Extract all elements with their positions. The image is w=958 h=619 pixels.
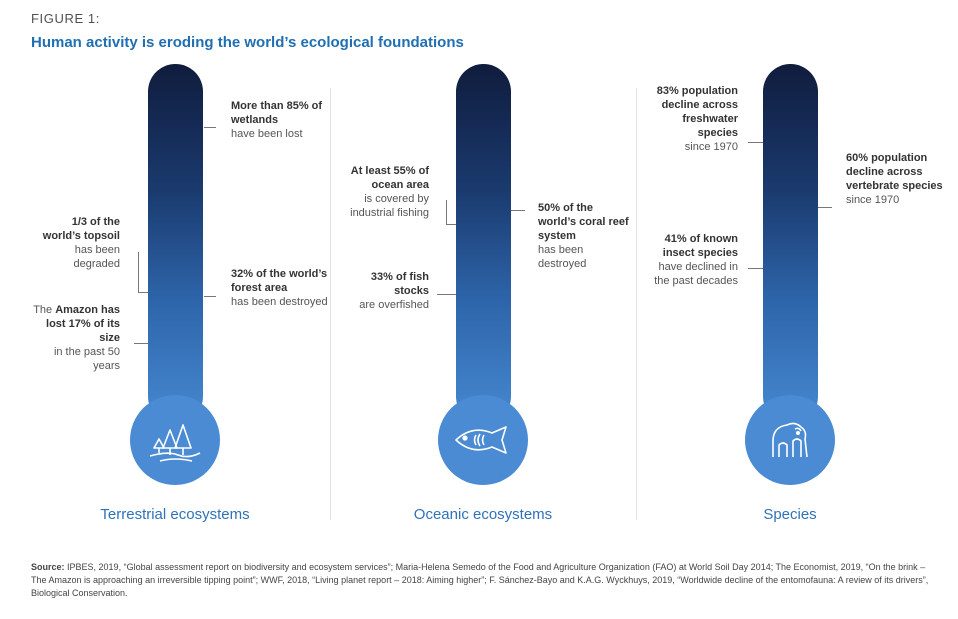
figure-title: Human activity is eroding the world’s ec… (31, 34, 464, 51)
column-title-terrestrial: Terrestrial ecosystems (100, 506, 250, 523)
source-note: Source: IPBES, 2019, “Global assessment … (31, 562, 929, 598)
annotation-insects: 41% of known insect species have declined… (654, 233, 738, 287)
figure-label: FIGURE 1: (31, 11, 100, 26)
gorilla-icon (772, 422, 808, 458)
column-divider (636, 88, 637, 520)
annotation-tick (134, 343, 148, 344)
annotation-tick (818, 207, 832, 208)
terrestrial-bulb (130, 395, 220, 485)
annotation-amazon: The Amazon has lost 17% of its size in th… (33, 304, 120, 372)
oceanic-thermometer (456, 64, 511, 424)
annotation-coral-reef: 50% of the world’s coral reef system has … (538, 202, 629, 270)
trees-icon (149, 424, 201, 462)
species-bulb (745, 395, 835, 485)
annotation-topsoil: 1/3 of the world’s topsoil has been degra… (42, 216, 120, 270)
annotation-forest: 32% of the world’s forest area has been d… (231, 268, 328, 308)
annotation-tick (511, 210, 525, 211)
annotation-tick (204, 296, 216, 297)
annotation-ocean-area: At least 55% of ocean area is covered by … (350, 165, 429, 219)
annotation-wetlands: More than 85% of wetlands have been lost (231, 100, 323, 140)
annotation-bracket (138, 252, 139, 292)
annotation-tick (446, 224, 456, 225)
annotation-freshwater: 83% population decline across freshwater… (656, 85, 738, 153)
annotation-tick (748, 268, 763, 269)
fish-icon (455, 426, 507, 454)
column-divider (330, 88, 331, 520)
annotation-tick (748, 142, 763, 143)
annotation-fish-stocks: 33% of fish stocks are overfished (359, 271, 429, 311)
oceanic-bulb (438, 395, 528, 485)
annotation-vertebrate: 60% population decline across vertebrate… (846, 152, 943, 206)
column-title-oceanic: Oceanic ecosystems (413, 506, 553, 523)
annotation-bracket (446, 200, 447, 224)
annotation-tick (138, 292, 148, 293)
terrestrial-thermometer (148, 64, 203, 424)
annotation-tick (437, 294, 456, 295)
annotation-tick (204, 127, 216, 128)
species-thermometer (763, 64, 818, 424)
column-title-species: Species (763, 506, 817, 523)
